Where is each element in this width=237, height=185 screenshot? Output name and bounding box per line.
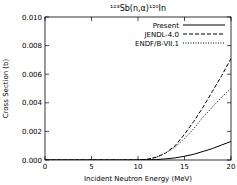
series-line: [45, 58, 231, 160]
x-tick-label: 5: [89, 163, 93, 171]
legend-swatch: [183, 25, 225, 26]
x-tick: [45, 156, 46, 160]
y-tick: [45, 45, 49, 46]
x-tick: [231, 17, 232, 21]
y-tick: [45, 17, 49, 18]
y-tick-label: 0.002: [22, 128, 42, 136]
series-line: [45, 89, 231, 161]
y-tick: [227, 131, 231, 132]
x-tick: [231, 156, 232, 160]
series-line: [45, 141, 231, 160]
y-tick-label: 0.008: [22, 42, 42, 50]
y-tick: [227, 160, 231, 161]
y-axis-label: Cross Section (b): [2, 58, 10, 118]
plot-frame: [45, 17, 231, 160]
x-tick-label: 15: [180, 163, 189, 171]
x-tick-label: 0: [43, 163, 47, 171]
x-tick: [138, 156, 139, 160]
y-tick: [227, 45, 231, 46]
legend-label: Present: [153, 22, 180, 30]
y-tick-label: 0.004: [22, 99, 43, 107]
x-tick-label: 20: [227, 163, 236, 171]
x-tick: [91, 156, 92, 160]
y-tick: [45, 74, 49, 75]
y-tick: [45, 131, 49, 132]
x-tick: [184, 17, 185, 21]
title: ¹²³Sb(n,α)¹²⁰In: [110, 4, 166, 13]
x-tick-label: 10: [134, 163, 143, 171]
y-tick: [45, 102, 49, 103]
y-tick-label: 0.000: [22, 157, 42, 165]
y-tick: [227, 17, 231, 18]
legend-label: JENDL-4.0: [143, 31, 179, 39]
x-tick: [91, 17, 92, 21]
y-tick: [227, 74, 231, 75]
legend-swatch: [183, 34, 225, 35]
y-tick-label: 0.010: [22, 14, 42, 22]
x-axis-label: Incident Neutron Energy (MeV): [84, 175, 192, 183]
chart: ¹²³Sb(n,α)¹²⁰In 0 5 10 15 20 0.000 0.002 0.004 0.…: [0, 0, 237, 185]
legend-swatch: [183, 43, 225, 44]
legend-label: ENDF/B-VII.1: [135, 40, 179, 48]
x-tick: [138, 17, 139, 21]
y-tick-label: 0.006: [22, 71, 43, 79]
y-tick: [227, 102, 231, 103]
series-group: [45, 58, 231, 160]
x-tick: [45, 17, 46, 21]
